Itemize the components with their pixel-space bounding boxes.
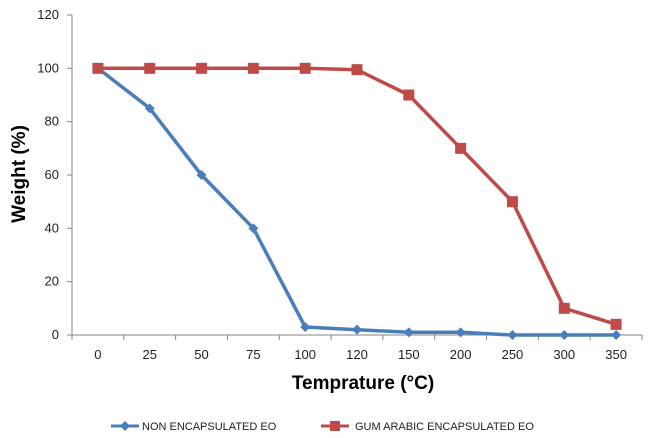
x-tick-label: 250 <box>502 347 524 362</box>
y-tick-label: 100 <box>37 60 59 75</box>
data-point-square <box>506 196 518 208</box>
x-axis-title: Temprature (°C) <box>292 373 434 394</box>
y-tick-label: 80 <box>45 114 59 129</box>
legend-label-2: GUM ARABIC ENCAPSULATED EO <box>355 421 534 433</box>
y-tick-label: 40 <box>45 220 59 235</box>
data-point-diamond <box>507 330 518 340</box>
x-tick-label: 300 <box>553 347 575 362</box>
series-line-1 <box>96 66 617 337</box>
data-point-diamond <box>248 223 259 234</box>
y-axis-title: Weight (%) <box>9 125 30 223</box>
data-point-diamond <box>196 170 207 180</box>
x-tick-label: 0 <box>94 347 101 362</box>
legend-marker-diamond <box>120 421 130 431</box>
x-tick-label: 150 <box>398 347 420 362</box>
data-point-diamond <box>455 327 466 338</box>
legend-label-1: NON ENCAPSULATED EO <box>142 421 277 433</box>
data-point-diamond <box>559 330 570 340</box>
data-point-square <box>455 142 467 154</box>
data-point-diamond <box>352 324 362 335</box>
y-tick-label: 0 <box>52 327 59 342</box>
x-tick-label: 50 <box>194 347 208 362</box>
data-point-square <box>403 89 415 101</box>
x-tick-label: 75 <box>246 347 260 362</box>
data-point-square <box>92 62 104 74</box>
data-point-diamond <box>144 103 155 114</box>
y-tick-label: 20 <box>45 274 59 289</box>
data-point-square <box>247 62 259 74</box>
data-point-square <box>196 62 208 74</box>
legend-marker-square <box>330 421 340 431</box>
data-point-square <box>351 64 363 76</box>
chart-axes: 0 20 40 60 80 100 120 0 25 50 75 100 120 150 200 250 300… <box>37 7 643 362</box>
x-tick-label: 100 <box>294 347 316 362</box>
series-line-2 <box>97 66 617 326</box>
x-tick-label: 200 <box>450 347 472 362</box>
data-point-square <box>299 62 311 74</box>
data-point-diamond <box>300 322 311 332</box>
data-point-square <box>558 302 570 314</box>
data-point-square <box>144 62 156 74</box>
y-tick-label: 60 <box>45 167 59 182</box>
x-tick-label: 120 <box>346 347 368 362</box>
chart-legend: NON ENCAPSULATED EO GUM ARABIC ENCAPSULAT… <box>111 421 534 433</box>
y-tick-label: 120 <box>37 7 59 22</box>
x-tick-label: 25 <box>142 347 156 362</box>
data-point-diamond <box>403 327 414 338</box>
data-point-diamond <box>611 330 622 340</box>
data-point-square <box>610 318 622 330</box>
x-tick-label: 350 <box>605 347 627 362</box>
chart-series <box>92 62 622 340</box>
